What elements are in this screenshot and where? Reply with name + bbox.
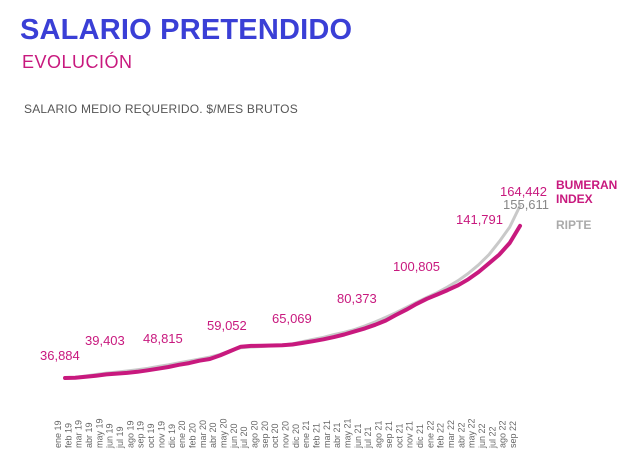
x-tick-label: nov 19 (156, 421, 166, 448)
x-tick-label: ene 21 (301, 420, 311, 448)
x-tick-label: jun 21 (353, 423, 363, 449)
x-tick-label: abr 22 (456, 422, 466, 448)
x-tick-label: jun 22 (477, 423, 487, 449)
x-tick-label: feb 21 (312, 423, 322, 448)
data-label: 39,403 (85, 333, 125, 348)
data-label: 164,442 (500, 184, 547, 199)
x-tick-label: jul 20 (239, 426, 249, 449)
series-line-ripte (63, 204, 522, 380)
x-tick-label: jul 19 (115, 426, 125, 449)
y-axis-label: SALARIO MEDIO REQUERIDO. $/MES BRUTOS (24, 102, 298, 116)
data-label: 80,373 (337, 291, 377, 306)
data-labels: 36,884 39,403 48,815 59,052 65,069 80,373 100,… (40, 184, 549, 363)
x-tick-label: abr 21 (332, 422, 342, 448)
x-tick-label: ene 20 (177, 420, 187, 448)
x-tick-label: mar 21 (322, 420, 332, 448)
legend-label-bumeran-index: BUMERAN INDEX (556, 178, 617, 206)
x-tick-label: nov 21 (405, 421, 415, 448)
x-tick-label: may 20 (219, 419, 229, 449)
x-axis-ticks: ene 19 feb 19 mar 19 abr 19 may 19 jun 19 jul … (53, 418, 518, 449)
x-tick-label: oct 20 (270, 424, 280, 449)
data-label: 100,805 (393, 259, 440, 274)
data-label: 155,611 (503, 197, 549, 212)
x-tick-label: feb 20 (187, 423, 197, 448)
x-tick-label: jul 21 (363, 426, 373, 449)
series-line-bumeran-index (63, 223, 522, 380)
x-tick-label: ago 19 (125, 420, 135, 448)
x-tick-label: ene 19 (53, 420, 63, 448)
data-label: 48,815 (143, 331, 183, 346)
x-tick-label: may 22 (467, 418, 477, 448)
x-tick-label: dic 21 (415, 424, 425, 448)
chart-subtitle: EVOLUCIÓN (22, 52, 133, 72)
x-tick-label: oct 21 (394, 424, 404, 449)
x-tick-label: sep 21 (384, 421, 394, 448)
x-tick-label: sep 22 (508, 421, 518, 448)
x-tick-label: sep 20 (260, 421, 270, 448)
x-tick-label: sep 19 (136, 421, 146, 448)
x-tick-label: mar 19 (74, 420, 84, 448)
x-tick-label: abr 19 (84, 422, 94, 448)
x-tick-label: dic 19 (167, 424, 177, 448)
x-tick-label: jun 20 (229, 423, 239, 449)
x-tick-label: mar 22 (446, 420, 456, 448)
x-tick-label: abr 20 (208, 422, 218, 448)
legend-label-line: BUMERAN (556, 178, 617, 192)
x-tick-label: feb 22 (436, 423, 446, 448)
x-tick-label: dic 20 (291, 424, 301, 448)
legend: BUMERAN INDEX RIPTE (556, 178, 617, 232)
x-tick-label: jun 19 (105, 423, 115, 449)
x-tick-label: jul 22 (487, 426, 497, 449)
x-tick-label: may 19 (94, 419, 104, 449)
chart-title: SALARIO PRETENDIDO (20, 14, 353, 46)
legend-label-line: INDEX (556, 192, 593, 206)
x-tick-label: mar 20 (198, 420, 208, 448)
x-tick-label: ene 22 (425, 420, 435, 448)
legend-label-ripte: RIPTE (556, 218, 591, 232)
x-tick-label: feb 19 (63, 423, 73, 448)
x-tick-label: may 21 (343, 418, 353, 448)
x-tick-label: ago 22 (498, 421, 508, 449)
x-tick-label: oct 19 (146, 424, 156, 449)
data-label: 36,884 (40, 348, 80, 363)
data-label: 59,052 (207, 318, 247, 333)
x-tick-label: nov 20 (281, 421, 291, 448)
data-label: 141,791 (456, 212, 503, 227)
series-lines (63, 204, 522, 380)
x-tick-label: ago 21 (374, 421, 384, 449)
data-label: 65,069 (272, 311, 312, 326)
x-tick-label: ago 20 (250, 420, 260, 448)
